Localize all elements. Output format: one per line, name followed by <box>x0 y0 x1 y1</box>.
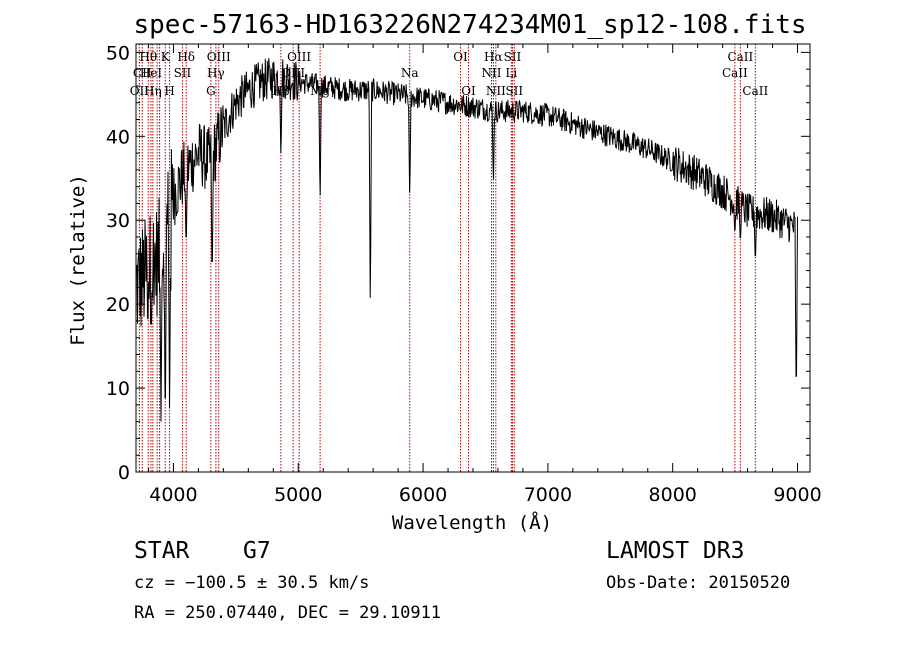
y-axis-label: Flux (relative) <box>67 174 89 346</box>
x-tick-label: 9000 <box>773 484 821 506</box>
coordinates: RA = 250.07440, DEC = 29.10911 <box>134 603 442 623</box>
x-axis-label: Wavelength (Å) <box>392 511 552 534</box>
x-tick-label: 5000 <box>274 484 322 506</box>
y-tick-label: 0 <box>118 462 130 484</box>
line-marker-label: Hα <box>484 50 503 64</box>
object-subclass: G7 <box>243 538 271 564</box>
line-marker-label: CaII <box>722 66 748 80</box>
line-marker-label: Hδ <box>177 50 195 64</box>
line-marker-label: Hγ <box>207 66 225 80</box>
line-marker-label: OI <box>461 84 476 98</box>
line-marker-label: H <box>164 84 174 98</box>
line-marker-label: OIII <box>287 50 311 64</box>
chart-title: spec-57163-HD163226N274234M01_sp12-108.f… <box>133 10 806 40</box>
line-marker-label: OI <box>453 50 468 64</box>
y-tick-label: 10 <box>106 378 130 400</box>
line-marker-label: SII <box>505 84 523 98</box>
x-axis-ticks: 4000 5000 6000 7000 8000 9000 <box>147 44 822 506</box>
line-marker-label: NII <box>481 66 501 80</box>
line-marker-label: SII <box>174 66 192 80</box>
survey-name: LAMOST DR3 <box>606 538 745 564</box>
y-tick-label: 50 <box>106 42 130 64</box>
y-tick-label: 40 <box>106 126 130 148</box>
x-tick-label: 8000 <box>649 484 697 506</box>
y-tick-label: 30 <box>106 210 130 232</box>
spectrum-line <box>135 58 798 422</box>
line-marker-label: HeI <box>140 66 163 80</box>
line-marker-label: OIII <box>207 50 231 64</box>
x-tick-label: 4000 <box>149 484 197 506</box>
line-marker-label: Li <box>505 66 517 80</box>
line-marker-label: NII <box>486 84 506 98</box>
redshift-value: cz = −100.5 ± 30.5 km/s <box>134 573 370 593</box>
line-marker-label: Na <box>401 66 419 80</box>
line-marker-label: Hθ <box>139 50 157 64</box>
line-marker-label: K <box>161 50 171 64</box>
x-tick-label: 7000 <box>524 484 572 506</box>
line-marker-label: G <box>206 84 216 98</box>
object-class: STAR <box>134 538 190 564</box>
line-marker-label: Hη <box>144 84 162 98</box>
observation-date: Obs-Date: 20150520 <box>606 573 791 593</box>
line-marker-label: SII <box>504 50 522 64</box>
y-tick-label: 20 <box>106 294 130 316</box>
line-marker-label: CaII <box>727 50 753 64</box>
line-marker-label: OII <box>130 84 150 98</box>
y-axis-ticks: 0 10 20 30 40 50 <box>106 42 810 484</box>
x-tick-label: 6000 <box>399 484 447 506</box>
line-marker-labels: OIICIIHθHeIHηKHSIIHδGHγOIIIHβOIIIOIIIMgN… <box>130 50 769 98</box>
line-marker-label: CaII <box>742 84 768 98</box>
